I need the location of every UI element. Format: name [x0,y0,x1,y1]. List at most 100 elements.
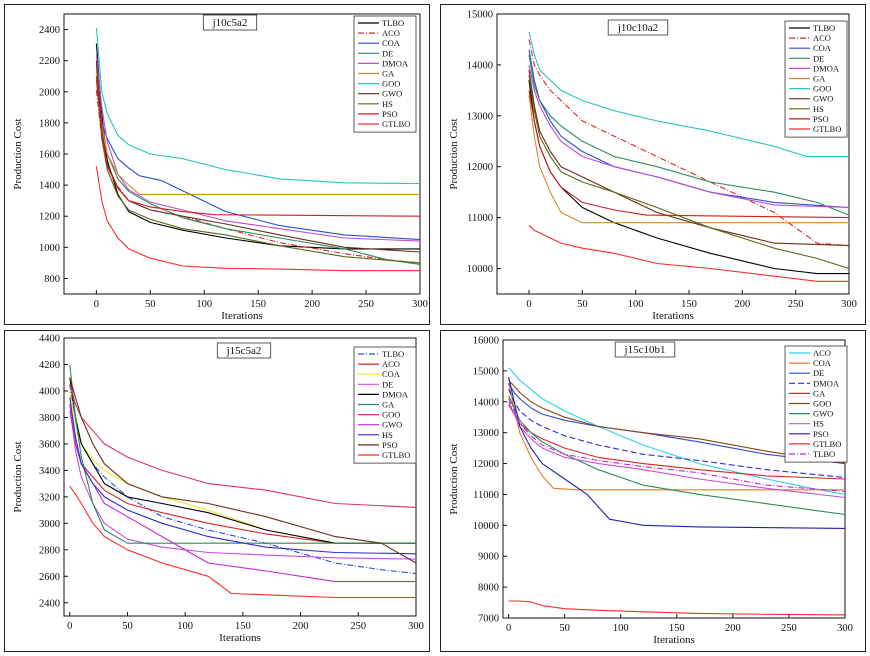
x-tick-label: 100 [196,299,212,310]
y-tick-label: 1000 [39,243,60,254]
x-tick-label: 50 [559,623,570,634]
series-group [508,367,846,616]
y-tick-label: 2600 [39,572,60,583]
y-axis-title: Production Cost [448,443,460,514]
y-tick-label: 1600 [39,150,60,161]
series-line-aco [508,367,846,495]
legend-label-aco: ACO [382,28,400,38]
series-line-pso [528,90,850,219]
legend-label-goo: GOO [382,79,400,89]
legend-label-coa: COA [813,43,832,53]
chart-panel-j15c5a2: 0 50 100 150 200 250 300 2400 2600 2800 3000 3200 34… [12,334,424,645]
x-tick-label: 100 [628,299,644,310]
series-line-tlbo [508,398,846,492]
series-line-dmoa [528,64,850,209]
series-line-dmoa [508,389,846,479]
y-tick-label: 13000 [467,111,493,122]
legend-label-aco: ACO [813,348,831,358]
x-tick-label: 0 [526,299,531,310]
series-line-ga [69,364,416,544]
series-line-goo [95,27,421,185]
x-tick-label: 200 [293,621,309,632]
series-line-gtlbo [95,166,420,272]
y-tick-label: 3200 [39,492,60,503]
legend-label-pso: PSO [382,440,398,450]
y-tick-label: 1400 [39,181,60,192]
series-line-goo [69,384,417,508]
legend-label-aco: ACO [382,359,400,369]
legend-label-hs: HS [813,104,824,114]
y-tick-label: 2400 [39,25,60,36]
plot-area [63,337,417,617]
series-line-pso [95,79,421,217]
y-tick-label: 2800 [39,545,60,556]
legend-label-dmoa: DMOA [382,389,409,399]
x-axis-title: Iterations [221,310,263,322]
legend-label-tlbo: TLBO [382,18,404,28]
y-tick-label: 3000 [39,519,60,530]
x-tick-label: 300 [408,621,424,632]
legend-label-gwo: GWO [382,89,402,99]
legend-label-de: DE [382,48,393,58]
series-line-ga [528,95,849,224]
series-line-coa [528,49,850,209]
x-tick-label: 0 [506,623,511,634]
legend-label-gwo: GWO [382,420,402,430]
x-tick-label: 200 [304,299,320,310]
x-tick-label: 0 [67,621,72,632]
y-tick-label: 13000 [473,428,499,439]
chart-title: j10c10a2 [617,22,658,34]
x-tick-label: 300 [412,299,428,310]
y-tick-label: 11000 [467,213,493,224]
y-tick-label: 9000 [478,552,499,563]
legend-label-gwo: GWO [813,94,833,104]
legend-label-tlbo: TLBO [382,349,404,359]
legend-label-gwo: GWO [813,409,833,419]
y-tick-label: 12000 [473,459,499,470]
legend-label-hs: HS [382,99,393,109]
legend-label-goo: GOO [382,410,400,420]
y-tick-label: 800 [44,274,60,285]
y-tick-label: 4200 [39,360,60,371]
x-tick-label: 250 [350,621,366,632]
legend-label-goo: GOO [813,84,831,94]
y-tick-label: 3600 [39,439,60,450]
legend-label-gtlbo: GTLBO [813,124,841,134]
legend-label-ga: GA [382,400,395,410]
legend-label-gtlbo: GTLBO [382,119,410,129]
y-axis-title: Production Cost [12,441,24,512]
legend-label-pso: PSO [382,109,398,119]
plot-area [496,13,850,295]
series-line-gtlbo [69,485,416,599]
chart-title: j10c5a2 [212,17,248,29]
legend-label-gtlbo: GTLBO [382,450,410,460]
chart-title-box [202,14,258,31]
y-tick-label: 14000 [473,397,499,408]
x-tick-label: 50 [577,299,588,310]
x-tick-label: 150 [235,621,251,632]
y-tick-label: 14000 [467,60,493,71]
x-tick-label: 300 [841,299,857,310]
y-tick-label: 3800 [39,413,60,424]
chart-title: j15c10b1 [624,344,666,356]
series-line-de [508,382,846,465]
series-line-de [528,54,850,216]
legend-label-coa: COA [382,369,401,379]
x-tick-label: 250 [358,299,374,310]
x-tick-label: 0 [94,299,99,310]
y-tick-label: 15000 [473,366,499,377]
x-tick-label: 100 [613,623,629,634]
y-tick-label: 2000 [39,87,60,98]
x-tick-label: 200 [725,623,741,634]
legend-label-dmoa: DMOA [813,63,840,73]
series-group [95,27,421,272]
x-tick-label: 150 [669,623,685,634]
y-tick-label: 7000 [478,614,499,625]
series-line-hs [508,401,846,499]
series-line-pso [69,377,417,564]
x-tick-label: 200 [734,299,750,310]
y-tick-label: 10000 [467,264,493,275]
legend-label-tlbo: TLBO [813,449,835,459]
